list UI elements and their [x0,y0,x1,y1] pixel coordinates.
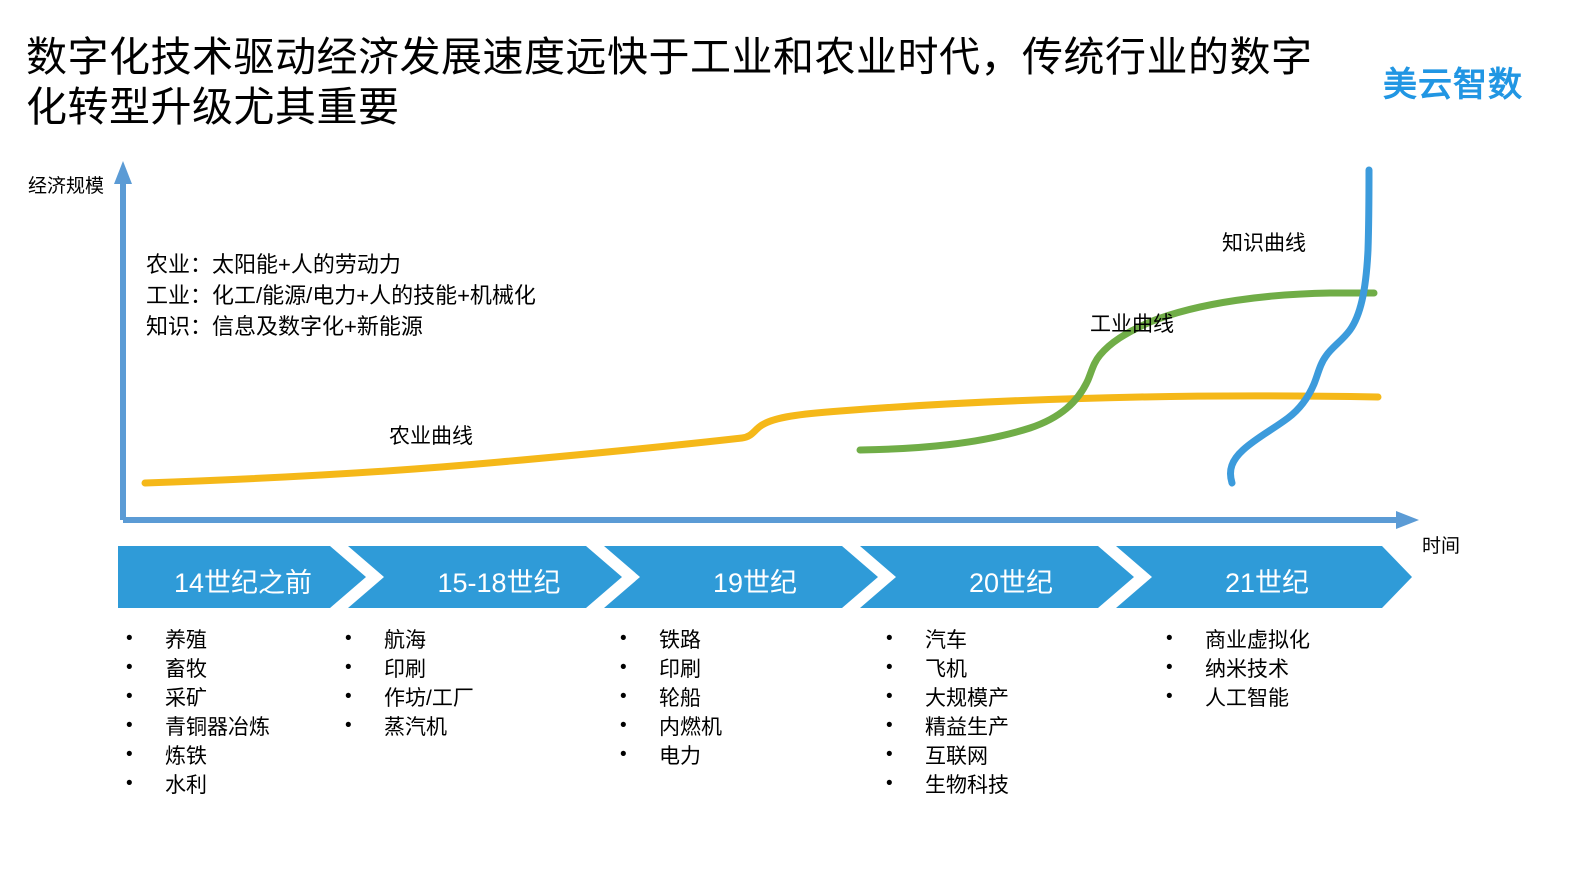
list-item: 水利 [118,771,270,801]
curve-label-agriculture: 农业曲线 [389,425,473,448]
timeline-step-2[interactable]: 15-18世纪 [437,568,561,598]
list-item: 内燃机 [612,713,722,743]
list-item: 电力 [612,742,722,772]
list-item: 铁路 [612,626,722,656]
annotation-knowledge: 知识：信息及数字化+新能源 [146,314,423,340]
list-item: 印刷 [337,655,474,685]
list-item: 轮船 [612,684,722,714]
bullet-column-1: 养殖 畜牧 采矿 青铜器冶炼 炼铁 水利 [118,626,270,801]
y-axis-label: 经济规模 [28,176,105,197]
list-item: 养殖 [118,626,270,656]
curve-agriculture [141,392,1382,487]
brand-logo: 美云智数 [1383,66,1523,104]
list-item: 汽车 [878,626,1009,656]
bullet-column-2: 航海 印刷 作坊/工厂 蒸汽机 [337,626,474,743]
timeline-step-1[interactable]: 14世纪之前 [173,568,313,598]
timeline-step-5[interactable]: 21世纪 [1224,568,1310,598]
chart-annotations: 农业：太阳能+人的劳动力 工业：化工/能源/电力+人的技能+机械化 知识：信息及… [146,249,536,343]
bullet-column-3: 铁路 印刷 轮船 内燃机 电力 [612,626,722,772]
list-item: 纳米技术 [1158,655,1310,685]
list-item: 精益生产 [878,713,1009,743]
list-item: 青铜器冶炼 [118,713,270,743]
list-item: 蒸汽机 [337,713,474,743]
annotation-agriculture: 农业：太阳能+人的劳动力 [146,252,401,277]
page-title: 数字化技术驱动经济发展速度远快于工业和农业时代，传统行业的数字化转型升级尤其重要 [26,34,1313,131]
list-item: 采矿 [118,684,270,714]
bullet-column-5: 商业虚拟化 纳米技术 人工智能 [1158,626,1310,714]
curve-label-knowledge: 知识曲线 [1222,232,1306,255]
curve-label-industry: 工业曲线 [1090,313,1174,336]
list-item: 印刷 [612,655,722,685]
list-item: 大规模产 [878,684,1009,714]
list-item: 作坊/工厂 [337,684,474,714]
timeline-step-3[interactable]: 19世纪 [712,568,798,598]
timeline-step-4[interactable]: 20世纪 [968,568,1054,598]
x-axis [123,511,1419,529]
list-item: 互联网 [878,742,1009,772]
list-item: 生物科技 [878,771,1009,801]
bullet-column-4: 汽车 飞机 大规模产 精益生产 互联网 生物科技 [878,626,1009,801]
x-axis-label: 时间 [1422,536,1461,557]
list-item: 航海 [337,626,474,656]
timeline-band [118,546,1412,608]
list-item: 炼铁 [118,742,270,772]
y-axis [114,161,132,520]
list-item: 人工智能 [1158,684,1310,714]
list-item: 飞机 [878,655,1009,685]
annotation-industry: 工业：化工/能源/电力+人的技能+机械化 [146,283,536,309]
list-item: 畜牧 [118,655,270,685]
list-item: 商业虚拟化 [1158,626,1310,656]
curve-knowledge [1226,166,1373,487]
